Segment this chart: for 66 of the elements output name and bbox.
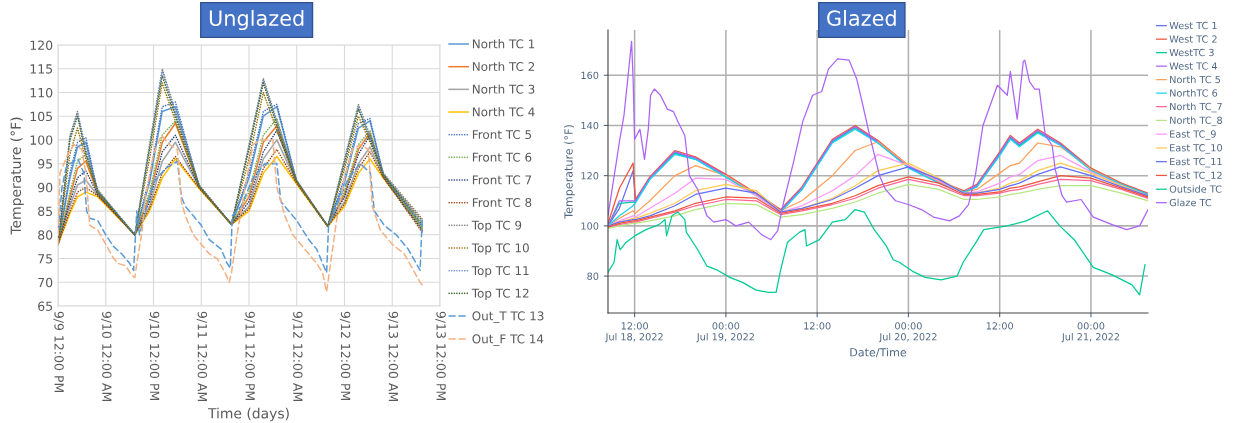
legend-label: West TC 4: [1169, 62, 1218, 70]
legend-label: Front TC 6: [472, 152, 532, 162]
legend-label: Glaze TC: [1169, 198, 1212, 207]
y-tick-label: 80: [587, 272, 599, 280]
x-tick-label: 12:00: [986, 322, 1014, 330]
legend-label: West TC 2: [1169, 35, 1217, 43]
legend-label: East TC_12: [1170, 171, 1222, 182]
y-tick-label: 160: [581, 71, 599, 80]
legend-label: North TC 2: [472, 61, 535, 72]
legend-label: North TC 1: [472, 39, 535, 49]
y-tick-label: 100: [30, 135, 53, 145]
y-tick-label: 120: [30, 40, 53, 50]
legend-label: Top TC 11: [471, 266, 529, 278]
legend-label: North TC_8: [1170, 116, 1222, 127]
x-tick-label: 9/10 12:00 AM: [101, 311, 112, 402]
legend-label: Front TC 5: [472, 130, 532, 140]
x-tick-label: 00:00 Jul 19, 2022: [696, 322, 754, 343]
y-axis-title: Temperature (°F): [564, 125, 575, 219]
x-tick-label: 9/10 12:00 PM: [148, 311, 160, 400]
chart-title: Glazed: [827, 9, 896, 27]
x-tick-label: 9/12 12:00 PM: [339, 311, 351, 400]
legend-label: North TC 3: [472, 84, 535, 94]
legend-label: Top TC 10: [471, 243, 529, 255]
legend-label: Outside TC: [1169, 185, 1222, 193]
x-tick-label: 9/11 12:00 PM: [244, 311, 255, 400]
x-axis-title: Time (days): [207, 407, 289, 422]
x-tick-label: 9/9 12:00 PM: [53, 311, 64, 393]
legend-label: East TC_11: [1170, 157, 1222, 168]
x-tick-label: 00:00 Jul 20, 2022: [878, 322, 937, 343]
legend-label: Front TC 7: [472, 175, 532, 185]
legend-label: WestTC 3: [1169, 48, 1214, 57]
legend-label: West TC 1: [1169, 21, 1217, 30]
y-tick-label: 80: [38, 230, 53, 240]
y-tick-label: 75: [38, 254, 53, 264]
chart-title: Unglazed: [209, 9, 304, 31]
y-tick-label: 140: [581, 121, 599, 130]
y-axis-title: Temperature (°F): [10, 117, 24, 235]
x-axis-title: Date/Time: [850, 347, 907, 358]
y-tick-label: 105: [30, 111, 53, 122]
y-tick-label: 115: [30, 64, 53, 74]
y-tick-label: 100: [581, 222, 599, 230]
y-tick-label: 85: [38, 206, 53, 217]
x-tick-label: 9/13 12:00 AM: [387, 311, 399, 402]
y-tick-label: 65: [38, 301, 53, 311]
x-tick-label: 12:00: [804, 322, 831, 330]
x-tick-label: 9/13 12:00 PM: [435, 311, 446, 400]
y-tick-label: 110: [30, 87, 53, 98]
legend-label: Out_T TC 13: [472, 311, 544, 324]
y-tick-label: 120: [581, 172, 599, 180]
x-tick-label: 12:00 Jul 18, 2022: [605, 322, 663, 343]
y-tick-label: 90: [38, 182, 53, 193]
x-tick-label: 9/12 12:00 AM: [292, 311, 303, 402]
legend-label: NorthTC 6: [1170, 89, 1218, 97]
legend-label: North TC_7: [1170, 102, 1222, 113]
y-tick-label: 95: [38, 159, 53, 169]
x-tick-label: 00:00 Jul 21, 2022: [1061, 322, 1120, 343]
legend-label: North TC 5: [1170, 75, 1221, 84]
x-tick-label: 9/11 12:00 AM: [196, 311, 208, 402]
legend-label: Top TC 9: [471, 220, 522, 233]
y-tick-label: 70: [38, 277, 53, 288]
legend-label: Top TC 12: [471, 288, 529, 301]
legend-label: North TC 4: [472, 107, 535, 117]
legend-label: East TC_9: [1170, 130, 1216, 140]
legend-label: Out_F TC 14: [472, 334, 544, 347]
legend-label: East TC_10: [1170, 144, 1222, 154]
legend-label: Front TC 8: [472, 198, 532, 208]
